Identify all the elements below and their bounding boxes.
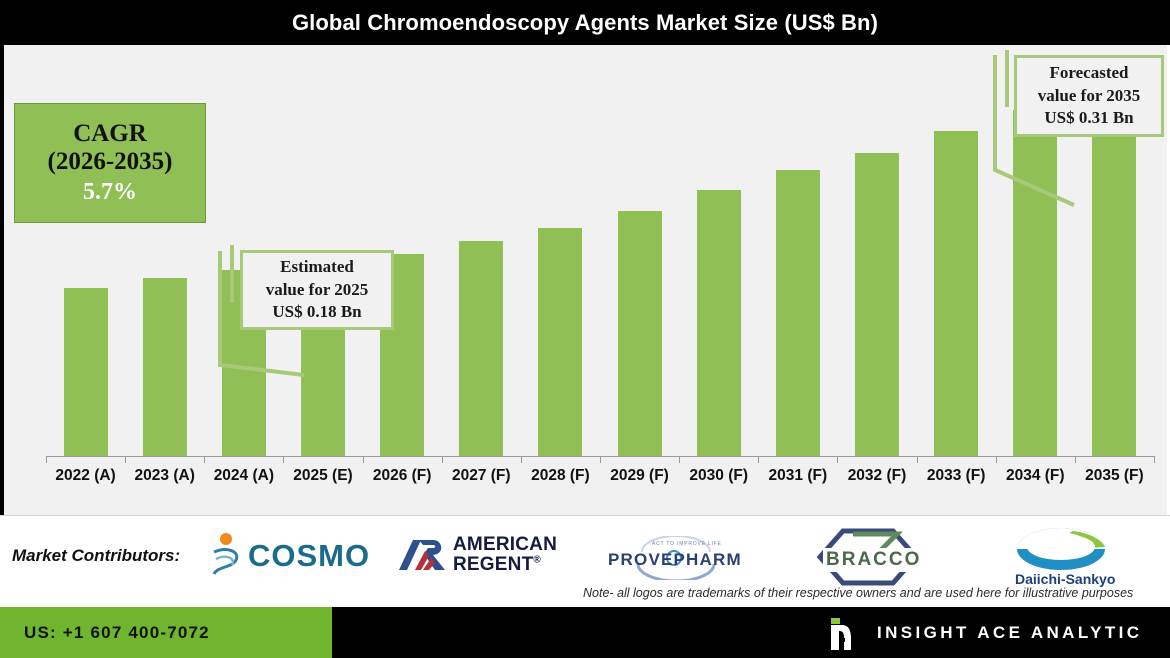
- x-axis-tick: [995, 456, 997, 463]
- logo-american-regent: AMERICAN REGENT®: [395, 534, 557, 581]
- logo-provepharm: ACT TO IMPROVE LIFE PROVEPHARM: [608, 535, 742, 585]
- registered-mark-icon: ®: [533, 554, 541, 566]
- logo-daiichi-sankyo: Daiichi-Sankyo: [1015, 527, 1115, 587]
- bar-2032[interactable]: [855, 153, 899, 456]
- logo-bracco: BRACCO: [813, 528, 925, 591]
- bar-2034[interactable]: [1013, 110, 1058, 456]
- bar-2030[interactable]: [696, 190, 741, 456]
- american-regent-icon: [399, 540, 445, 570]
- callout-estimated-2025: Estimated value for 2025 US$ 0.18 Bn: [240, 250, 394, 330]
- x-axis-tick: [46, 456, 47, 463]
- x-axis-tick: [125, 456, 127, 463]
- logo-cosmo: COSMO: [206, 532, 369, 583]
- provepharm-tagline: ACT TO IMPROVE LIFE: [652, 541, 722, 547]
- x-axis-label-2028: 2028 (F): [531, 467, 590, 484]
- bar-2027[interactable]: [459, 240, 504, 456]
- cagr-value: 5.7%: [83, 178, 137, 205]
- cagr-title: CAGR: [73, 119, 147, 147]
- x-axis-label-2022: 2022 (A): [55, 467, 116, 484]
- bar-2029[interactable]: [617, 211, 662, 456]
- x-axis-label-2026: 2026 (F): [372, 467, 432, 484]
- x-axis-tick: [204, 456, 206, 463]
- callout-line-1: Forecasted: [1049, 63, 1129, 83]
- trademark-note: Note- all logos are trademarks of their …: [583, 586, 1134, 600]
- market-contributors-strip: [0, 515, 1170, 607]
- x-axis-label-2035: 2035 (F): [1085, 467, 1144, 484]
- footer-phone[interactable]: US: +1 607 400-7072: [24, 622, 210, 642]
- insight-ace-logo-icon: [831, 618, 851, 650]
- x-axis-label-2033: 2033 (F): [926, 467, 986, 484]
- callout-line-1: Estimated: [280, 257, 354, 277]
- american-regent-line-2: REGENT®: [453, 554, 541, 575]
- x-axis-tick: [362, 456, 364, 463]
- title-bar: Global Chromoendoscopy Agents Market Siz…: [0, 0, 1170, 45]
- x-axis-label-2023: 2023 (A): [134, 467, 195, 484]
- x-axis-tick: [758, 456, 760, 463]
- footer-bar: US: +1 607 400-7072 INSIGHT ACE ANALYTIC: [0, 607, 1170, 658]
- page-title: Global Chromoendoscopy Agents Market Siz…: [291, 9, 879, 35]
- x-axis-tick: [1154, 456, 1155, 463]
- x-axis-tick: [916, 456, 918, 463]
- x-axis-tick: [600, 456, 601, 463]
- divider: [0, 515, 1170, 516]
- x-axis-tick: [520, 456, 522, 463]
- bar-2031[interactable]: [775, 170, 820, 456]
- callout-line-3: US$ 0.18 Bn: [272, 302, 362, 322]
- cosmo-wordmark: COSMO: [248, 538, 371, 573]
- x-axis-label-2024: 2024 (A): [213, 467, 274, 484]
- daiichi-sankyo-wordmark: Daiichi-Sankyo: [1015, 571, 1116, 587]
- market-contributors-label: Market Contributors:: [12, 546, 181, 565]
- callout-forecast-2035: Forecasted value for 2035 US$ 0.31 Bn: [1014, 55, 1164, 137]
- bar-chart-plot: 2022 (A) 2023 (A) 2024 (A) 2025 (E) 2026 (F)…: [4, 45, 1167, 515]
- footer-brand: INSIGHT ACE ANALYTIC: [877, 622, 1143, 642]
- bar-2033[interactable]: [934, 131, 979, 456]
- daiichi-sankyo-icon: [1017, 528, 1105, 570]
- x-axis-tick: [679, 456, 681, 463]
- x-axis-label-2027: 2027 (F): [451, 467, 511, 484]
- x-axis-label-2025: 2025 (E): [293, 467, 353, 484]
- callout-line-3: US$ 0.31 Bn: [1044, 108, 1134, 128]
- callout-line-2: value for 2025: [265, 279, 369, 299]
- x-axis-label-2029: 2029 (F): [610, 467, 669, 484]
- callout-line-2: value for 2035: [1037, 85, 1141, 105]
- left-edge-strip: [0, 45, 4, 515]
- provepharm-wordmark: PROVEPHARM: [608, 550, 742, 569]
- x-axis-label-2031: 2031 (F): [768, 467, 828, 484]
- footer-green-block: [0, 607, 332, 658]
- x-axis-label-2030: 2030 (F): [689, 467, 748, 484]
- bracco-wordmark: BRACCO: [823, 548, 925, 572]
- bar-2028[interactable]: [538, 227, 583, 456]
- x-axis-label-2034: 2034 (F): [1005, 467, 1065, 484]
- chart-panel: 2022 (A) 2023 (A) 2024 (A) 2025 (E) 2026 (F)…: [4, 45, 1167, 515]
- bar-2035[interactable]: [1092, 81, 1137, 456]
- callout-leader-lines: [218, 50, 1075, 377]
- x-axis-tick: [441, 456, 443, 463]
- cagr-period: (2026-2035): [47, 148, 173, 176]
- x-axis-tick: [1074, 456, 1076, 463]
- cosmo-icon: [212, 533, 239, 575]
- bar-2023[interactable]: [142, 277, 187, 456]
- right-edge-strip: [1167, 45, 1170, 515]
- x-axis-tick: [837, 456, 839, 463]
- american-regent-line-1: AMERICAN: [453, 534, 557, 555]
- x-axis-tick: [283, 456, 285, 463]
- x-axis-label-2032: 2032 (F): [847, 467, 907, 484]
- bar-2022[interactable]: [63, 287, 108, 456]
- cagr-badge: CAGR (2026-2035) 5.7%: [14, 103, 206, 223]
